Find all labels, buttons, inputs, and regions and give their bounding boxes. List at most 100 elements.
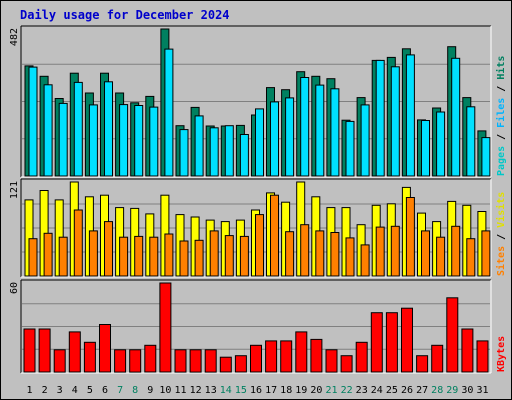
legend-part-4: Hits xyxy=(495,56,507,80)
x-tick-label: 13 xyxy=(205,385,217,396)
bar-files-day-26 xyxy=(405,54,415,177)
legend-part-0: Sites xyxy=(495,246,507,276)
bar-files-day-19 xyxy=(300,77,310,177)
bar-kbytes-day-11 xyxy=(174,349,187,373)
bar-files-day-9 xyxy=(149,106,159,177)
bar-kbytes-day-14 xyxy=(219,356,232,373)
bar-sites-day-19 xyxy=(300,224,310,277)
bar-sites-day-1 xyxy=(28,238,38,277)
bar-kbytes-day-9 xyxy=(144,344,157,373)
bar-sites-day-31 xyxy=(481,230,491,277)
x-tick-label: 22 xyxy=(341,385,353,396)
ymax-label-visits-sites: 121 xyxy=(9,181,20,199)
bar-kbytes-day-23 xyxy=(355,341,368,373)
bar-files-day-27 xyxy=(421,120,430,177)
bar-files-day-1 xyxy=(28,66,38,177)
bar-sites-day-29 xyxy=(451,225,461,277)
bar-files-day-18 xyxy=(285,97,295,177)
legend-part-3: / xyxy=(496,80,507,98)
bar-kbytes-day-15 xyxy=(234,355,247,373)
bar-sites-day-7 xyxy=(119,236,129,277)
x-tick-label: 16 xyxy=(250,385,262,396)
legend-label-hits-files-pages: Pages / Files / Hits xyxy=(495,56,507,176)
x-tick-label: 28 xyxy=(431,385,443,396)
bar-sites-day-28 xyxy=(436,236,446,277)
ymax-label-hits-files-pages: 482 xyxy=(9,28,20,46)
bar-kbytes-day-24 xyxy=(370,312,383,373)
bar-files-day-5 xyxy=(88,104,98,177)
x-tick-label: 25 xyxy=(386,385,398,396)
bar-kbytes-day-5 xyxy=(83,341,96,373)
bar-sites-day-10 xyxy=(164,233,174,277)
bar-sites-day-26 xyxy=(405,197,415,277)
x-tick-label: 7 xyxy=(117,385,123,396)
x-tick-label: 4 xyxy=(72,385,78,396)
bar-files-day-2 xyxy=(43,84,53,177)
x-tick-label: 20 xyxy=(310,385,322,396)
bar-files-day-25 xyxy=(390,66,400,177)
x-tick-label: 30 xyxy=(461,385,473,396)
bar-sites-day-17 xyxy=(270,194,279,277)
bar-sites-day-6 xyxy=(104,221,113,277)
bar-files-day-16 xyxy=(255,108,264,177)
x-tick-label: 11 xyxy=(174,385,186,396)
bar-files-day-4 xyxy=(73,81,83,177)
bar-kbytes-day-28 xyxy=(431,344,444,373)
bar-files-day-21 xyxy=(330,88,340,177)
x-tick-label: 21 xyxy=(325,385,337,396)
bar-kbytes-day-4 xyxy=(68,331,81,373)
bar-files-day-13 xyxy=(209,127,219,177)
bar-sites-day-11 xyxy=(179,240,189,277)
x-tick-label: 2 xyxy=(42,385,48,396)
bar-sites-day-14 xyxy=(224,235,234,277)
bar-kbytes-day-19 xyxy=(295,331,308,373)
x-tick-label: 29 xyxy=(446,385,458,396)
bar-kbytes-day-2 xyxy=(38,328,51,373)
x-tick-label: 17 xyxy=(265,385,277,396)
bar-files-day-12 xyxy=(194,115,204,177)
bar-files-day-15 xyxy=(239,134,249,177)
bar-files-day-10 xyxy=(164,48,174,177)
bar-sites-day-4 xyxy=(73,209,83,277)
legend-label-visits-sites: Sites / Visits xyxy=(495,192,507,276)
bar-files-day-29 xyxy=(451,57,461,177)
bar-files-day-17 xyxy=(270,101,279,177)
bar-sites-day-5 xyxy=(88,230,98,277)
x-tick-label: 3 xyxy=(57,385,63,396)
bar-kbytes-day-26 xyxy=(401,307,413,373)
x-tick-label: 9 xyxy=(147,385,153,396)
bar-files-day-8 xyxy=(134,105,144,177)
x-tick-label: 23 xyxy=(356,385,368,396)
bar-kbytes-day-27 xyxy=(416,355,429,373)
bar-files-day-30 xyxy=(466,106,476,177)
bar-files-day-3 xyxy=(58,102,68,177)
bar-kbytes-day-6 xyxy=(99,324,111,373)
bar-sites-day-24 xyxy=(375,226,385,277)
legend-part-2: Files xyxy=(495,98,507,128)
bar-files-day-23 xyxy=(360,104,370,177)
bar-sites-day-25 xyxy=(390,225,400,277)
x-tick-label: 14 xyxy=(220,385,232,396)
x-tick-label: 15 xyxy=(235,385,247,396)
ymax-label-kbytes: 60 xyxy=(9,282,20,294)
bar-kbytes-day-7 xyxy=(114,349,127,373)
bar-kbytes-day-21 xyxy=(325,349,338,373)
bar-kbytes-day-3 xyxy=(53,349,66,373)
x-tick-label: 1 xyxy=(26,385,32,396)
legend-part-2: Visits xyxy=(495,192,507,228)
bar-sites-day-22 xyxy=(345,237,355,277)
x-tick-label: 10 xyxy=(159,385,171,396)
bar-kbytes-day-20 xyxy=(310,338,323,373)
bar-kbytes-day-25 xyxy=(385,312,398,373)
bar-sites-day-3 xyxy=(58,236,68,277)
legend-part-0: Pages xyxy=(496,146,507,176)
x-tick-label: 19 xyxy=(295,385,307,396)
bar-kbytes-day-31 xyxy=(476,340,489,373)
x-tick-label: 6 xyxy=(102,385,108,396)
x-tick-label: 8 xyxy=(132,385,138,396)
bar-kbytes-day-10 xyxy=(159,282,172,373)
bar-sites-day-21 xyxy=(330,232,340,277)
bar-files-day-14 xyxy=(224,125,234,177)
legend-part-0: KBytes xyxy=(496,336,507,372)
